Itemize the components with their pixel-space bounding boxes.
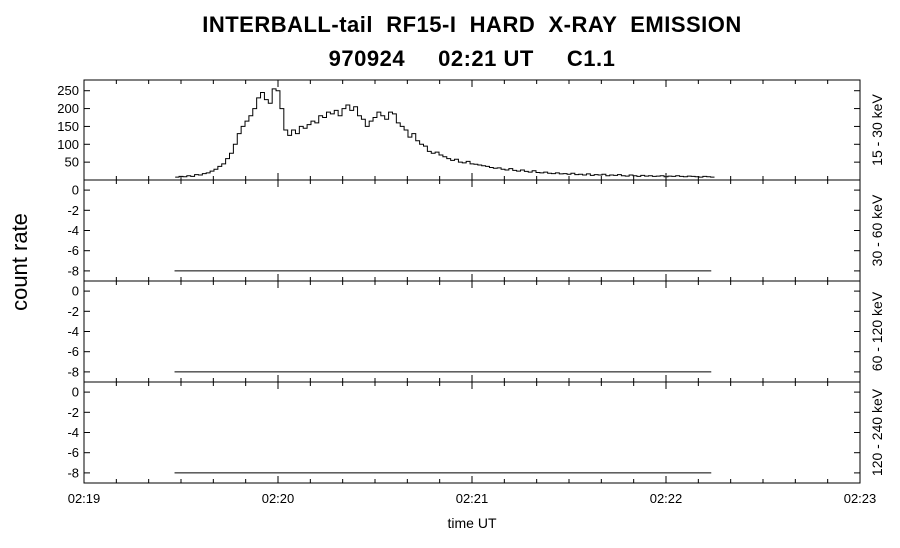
x-tick-label: 02:23: [844, 491, 877, 506]
y-tick-label: 100: [57, 137, 79, 152]
count-rate-series-1: [175, 88, 715, 178]
y-tick-label: -8: [67, 263, 79, 278]
y-tick-label: -2: [67, 405, 79, 420]
y-tick-label: -4: [67, 223, 79, 238]
y-tick-label: -6: [67, 344, 79, 359]
x-tick-label: 02:22: [650, 491, 683, 506]
energy-band-label-4: 120 - 240 keV: [869, 388, 885, 476]
y-tick-label: -4: [67, 324, 79, 339]
energy-band-label-3: 60 - 120 keV: [869, 291, 885, 371]
y-tick-label: 50: [65, 155, 79, 170]
x-tick-label: 02:21: [456, 491, 489, 506]
y-tick-label: 250: [57, 83, 79, 98]
panel-frame-3: [83, 280, 861, 383]
y-tick-label: -6: [67, 445, 79, 460]
chart-title: INTERBALL-tail RF15-I HARD X-RAY EMISSIO…: [202, 12, 742, 37]
y-tick-label: 0: [72, 183, 79, 198]
panel-frame-2: [83, 179, 861, 282]
x-tick-label: 02:19: [68, 491, 101, 506]
y-tick-label: -4: [67, 425, 79, 440]
y-tick-label: -2: [67, 304, 79, 319]
energy-band-label-2: 30 - 60 keV: [869, 194, 885, 266]
y-tick-label: 0: [72, 385, 79, 400]
y-tick-label: -8: [67, 465, 79, 480]
y-tick-label: -8: [67, 364, 79, 379]
panel-frame-1: [83, 79, 861, 181]
y-tick-label: -2: [67, 203, 79, 218]
y-tick-label: -6: [67, 243, 79, 258]
energy-band-label-1: 15 - 30 keV: [869, 94, 885, 166]
x-tick-label: 02:20: [262, 491, 295, 506]
y-tick-label: 150: [57, 119, 79, 134]
y-axis-label: count rate: [7, 213, 32, 311]
y-tick-label: 0: [72, 284, 79, 299]
y-tick-label: 200: [57, 101, 79, 116]
chart-subtitle: 970924 02:21 UT C1.1: [328, 46, 616, 71]
x-axis-label: time UT: [448, 515, 497, 531]
panel-frame-4: [83, 381, 861, 484]
